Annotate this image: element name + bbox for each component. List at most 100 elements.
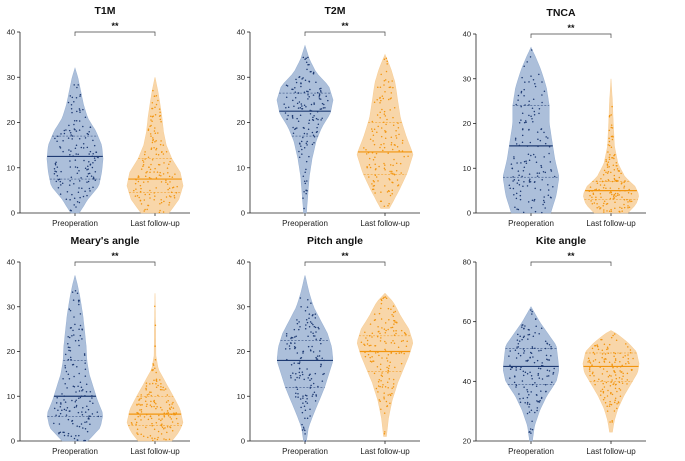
data-point (157, 430, 160, 433)
data-point (310, 103, 313, 106)
data-point (606, 410, 609, 412)
data-point (589, 362, 592, 364)
data-point (60, 403, 62, 405)
data-point (304, 409, 307, 411)
data-point (77, 84, 79, 86)
data-point (396, 179, 399, 181)
data-point (613, 157, 615, 160)
data-point (374, 318, 377, 321)
data-point (77, 191, 80, 193)
data-point (306, 397, 308, 400)
data-point (598, 188, 600, 191)
data-point (540, 349, 542, 352)
data-point (616, 194, 619, 197)
data-point (154, 127, 156, 129)
data-point (371, 130, 374, 133)
data-point (162, 428, 165, 430)
significance-label: ** (341, 251, 349, 261)
data-point (390, 144, 393, 146)
data-point (386, 191, 389, 193)
data-point (163, 389, 165, 391)
data-point (159, 171, 161, 174)
data-point (607, 389, 609, 392)
data-point (532, 335, 535, 337)
data-point (524, 401, 526, 404)
data-point (611, 419, 613, 422)
data-point (55, 414, 57, 416)
data-point (64, 382, 66, 385)
data-point (534, 347, 536, 349)
y-tick-label: 60 (463, 317, 471, 326)
data-point (145, 426, 147, 429)
data-point (627, 346, 629, 348)
data-point (311, 143, 314, 146)
data-point (309, 349, 312, 351)
data-point (372, 159, 375, 161)
data-point (364, 351, 366, 354)
data-point (376, 131, 378, 134)
data-point (540, 390, 542, 392)
data-point (154, 106, 156, 108)
data-point (518, 184, 521, 186)
data-point (70, 104, 73, 106)
data-point (160, 424, 162, 426)
data-point (533, 114, 536, 116)
data-point (79, 324, 82, 327)
data-point (614, 399, 616, 401)
chart-title: TNCA (546, 7, 576, 19)
data-point (395, 162, 398, 165)
data-point (55, 171, 58, 173)
data-point (531, 118, 533, 120)
data-point (380, 318, 383, 320)
data-point (614, 361, 616, 363)
data-point (306, 140, 308, 143)
data-point (145, 405, 148, 408)
data-point (301, 108, 303, 110)
data-point (613, 197, 616, 199)
data-point (304, 58, 306, 61)
data-point (74, 290, 77, 292)
data-point (546, 375, 548, 377)
data-point (166, 167, 169, 169)
data-point (400, 340, 403, 342)
data-point (137, 412, 139, 414)
data-point (517, 94, 520, 97)
data-point (165, 179, 167, 181)
data-point (290, 363, 293, 366)
data-point (608, 114, 611, 117)
data-point (54, 162, 57, 165)
data-point (615, 383, 617, 386)
data-point (380, 135, 383, 138)
data-point (388, 178, 390, 180)
data-point (155, 153, 158, 156)
data-point (144, 400, 147, 403)
data-point (607, 171, 610, 173)
data-point (319, 365, 322, 368)
x-tick-label: Last follow-up (130, 219, 180, 228)
data-point (81, 338, 83, 340)
data-point (621, 364, 623, 367)
data-point (395, 352, 397, 355)
data-point (394, 366, 396, 369)
data-point (522, 324, 524, 326)
data-point (84, 421, 86, 424)
data-point (323, 372, 325, 375)
data-point (89, 164, 92, 166)
data-point (143, 153, 146, 156)
data-point (509, 350, 511, 352)
data-point (384, 90, 386, 93)
data-point (628, 206, 631, 208)
data-point (53, 173, 56, 175)
data-point (84, 116, 87, 119)
data-point (92, 186, 94, 188)
data-point (380, 143, 382, 146)
data-point (78, 344, 80, 347)
data-point (385, 297, 388, 299)
data-point (160, 198, 162, 201)
data-point (316, 126, 318, 129)
violin-body (47, 275, 103, 442)
data-point (302, 426, 305, 428)
data-point (547, 194, 550, 196)
data-point (528, 411, 531, 413)
